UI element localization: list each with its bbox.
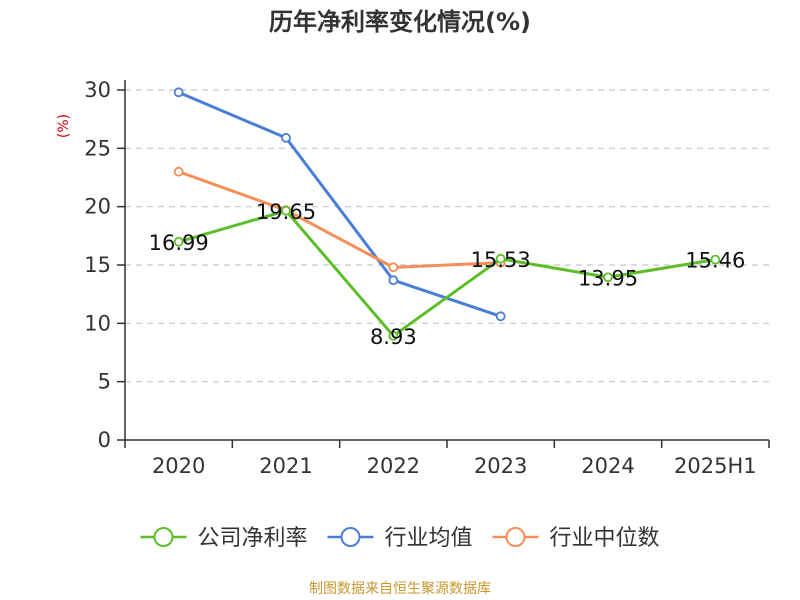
y-tick-label: 20 xyxy=(84,195,111,219)
y-tick-label: 0 xyxy=(98,428,111,452)
data-label: 16.99 xyxy=(149,231,209,255)
data-point xyxy=(495,253,506,264)
data-point xyxy=(281,132,291,143)
data-label: 19.65 xyxy=(256,200,316,224)
y-axis-label: (%) xyxy=(56,114,72,138)
x-tick-label: 2022 xyxy=(367,454,420,478)
legend-label: 行业均值 xyxy=(384,526,472,551)
data-point xyxy=(495,311,506,322)
x-tick-label: 2021 xyxy=(259,454,312,478)
data-point xyxy=(173,87,184,98)
x-tick-label: 2023 xyxy=(474,454,527,478)
legend-item: 行业中位数 xyxy=(492,526,660,551)
y-tick-label: 30 xyxy=(84,78,111,102)
legend-item: 公司净利率 xyxy=(140,526,307,551)
series-layer xyxy=(173,87,721,341)
y-tick-label: 15 xyxy=(84,253,111,277)
data-point xyxy=(173,236,184,247)
data-label: 13.95 xyxy=(578,266,638,290)
series-line xyxy=(178,90,502,318)
y-tick-label: 10 xyxy=(84,311,111,335)
y-tick-label: 25 xyxy=(84,136,111,160)
data-point xyxy=(173,166,184,177)
gridlines xyxy=(125,89,769,383)
legend-label: 公司净利率 xyxy=(197,526,307,551)
legend-marker xyxy=(505,527,526,547)
axes: 0 5 10 15 20 25 30 2020 2021 2022 2023 2024 2025H1 xyxy=(84,78,770,478)
x-tick-label: 2020 xyxy=(152,454,205,478)
data-label: 15.46 xyxy=(685,249,745,273)
data-point xyxy=(281,205,291,216)
data-point xyxy=(388,330,399,341)
source-note: 制图数据来自恒生聚源数据库 xyxy=(309,581,491,597)
series-line xyxy=(178,209,716,338)
data-point xyxy=(603,272,613,283)
legend-item: 行业均值 xyxy=(327,526,473,551)
y-tick-label: 5 xyxy=(98,370,111,394)
series-1 xyxy=(173,87,506,322)
series-line xyxy=(178,170,501,269)
series-2 xyxy=(173,166,506,273)
data-labels: 16.99 19.65 8.93 15.53 13.95 15.46 xyxy=(149,200,746,349)
chart-title: 历年净利率变化情况(%) xyxy=(269,8,531,36)
data-label: 15.53 xyxy=(471,248,531,272)
data-label: 8.93 xyxy=(370,325,417,349)
x-tick-label: 2025H1 xyxy=(674,454,757,478)
x-tick-label: 2024 xyxy=(581,454,634,478)
legend-marker xyxy=(153,527,174,547)
data-point xyxy=(388,262,399,273)
legend-marker xyxy=(340,527,361,547)
data-point xyxy=(388,275,399,286)
legend-label: 行业中位数 xyxy=(550,526,660,551)
legend: 公司净利率 行业均值 行业中位数 xyxy=(140,526,660,551)
data-point xyxy=(710,254,721,265)
series-0 xyxy=(173,205,721,341)
